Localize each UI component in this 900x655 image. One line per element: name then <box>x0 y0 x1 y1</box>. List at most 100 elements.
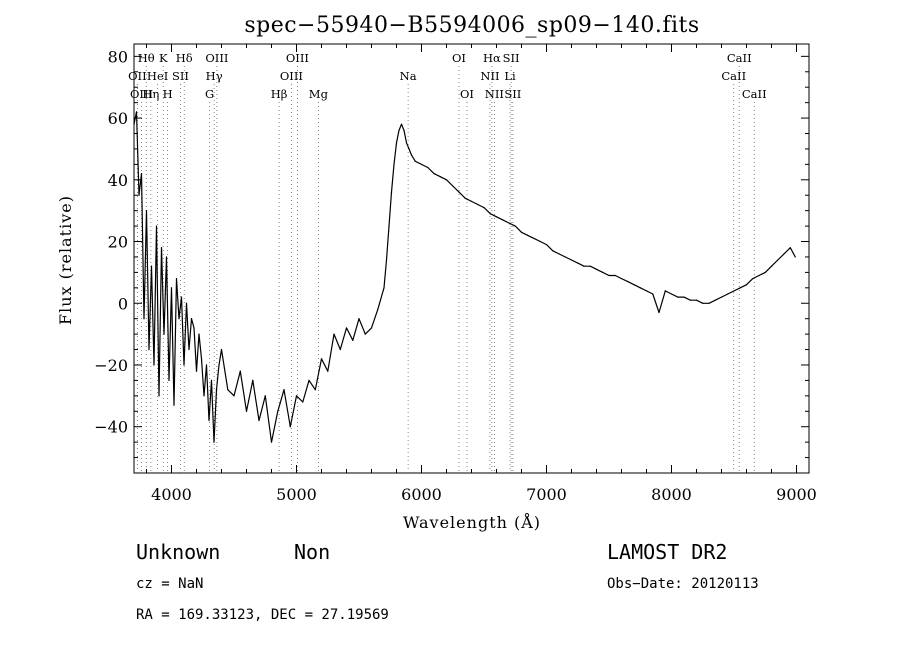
spectrum-point <box>195 370 198 372</box>
spectrum-point <box>239 370 241 372</box>
spectrum-point <box>483 206 485 209</box>
line-label-nii: NII <box>485 87 504 101</box>
spectrum-point <box>155 225 158 227</box>
line-label-oii: OII <box>128 69 147 83</box>
ra-dec: RA = 169.33123, DEC = 27.19569 <box>136 607 389 623</box>
spectrum-point <box>150 265 153 267</box>
line-label-nii: NII <box>480 69 499 83</box>
line-label-mg: Mg <box>309 87 329 101</box>
spectrum-point <box>327 370 329 372</box>
spectrum-point <box>552 250 554 252</box>
spectrum-point <box>620 277 623 280</box>
spectrum-point <box>270 441 273 443</box>
x-tick-label: 7000 <box>526 485 567 504</box>
spectrum-point <box>393 163 395 165</box>
spectrum-point <box>714 299 716 301</box>
spectrum-point <box>683 296 685 298</box>
spectrum-line <box>133 111 796 443</box>
chart-title: spec−55940−B5594006_sp09−140.fits <box>244 13 699 38</box>
spectrum-point <box>385 259 388 261</box>
spectrum-point <box>213 441 215 443</box>
spectrum-point <box>133 123 135 125</box>
spectrum-point <box>752 277 754 280</box>
spectrum-point <box>295 395 298 397</box>
line-label-h: H <box>163 87 173 101</box>
spectrum-point <box>308 379 310 382</box>
spectrum-point <box>377 308 379 311</box>
spectrum-point <box>383 287 385 289</box>
line-label-hβ: Hβ <box>271 87 288 101</box>
spectrum-point <box>702 302 704 304</box>
line-label-sii: SII <box>504 87 521 101</box>
spectrum-point <box>614 274 616 277</box>
spectrum-point <box>145 210 148 212</box>
line-label-caii: CaII <box>742 87 767 101</box>
spectrum-point <box>545 244 548 246</box>
spectrum-point <box>289 426 291 428</box>
spectrum-point <box>664 290 666 292</box>
spectrum-point <box>527 234 529 236</box>
spectrum-point <box>464 197 466 199</box>
spectrum-point <box>458 191 460 193</box>
spectrum-point <box>405 142 408 144</box>
line-label-caii: CaII <box>721 69 746 83</box>
spectrum-point <box>198 333 200 335</box>
spectrum-point <box>789 247 791 249</box>
spectrum-point <box>395 142 398 144</box>
line-label-hei: HeI <box>147 69 168 83</box>
spectrum-point <box>215 389 218 391</box>
y-tick-label: 40 <box>108 171 128 190</box>
spectrum-point <box>777 259 779 261</box>
spectrum-point <box>208 419 210 422</box>
spectrum-point <box>258 419 260 422</box>
spectrum-point <box>589 265 591 267</box>
spectrum-point <box>210 379 213 382</box>
spectrum-point <box>358 318 360 320</box>
spectrum-point <box>190 318 193 320</box>
line-label-sii: SII <box>172 69 189 83</box>
y-tick-label: 60 <box>108 109 128 128</box>
spectrum-point <box>185 302 188 304</box>
spectrum-point <box>163 333 165 335</box>
spectrum-point <box>794 256 796 258</box>
spectrum-point <box>564 256 566 258</box>
spectrum-point <box>400 123 403 125</box>
spectrum-point <box>645 290 648 292</box>
spectrum-point <box>770 265 773 267</box>
spectrum-point <box>203 395 205 397</box>
line-label-oi: OI <box>452 51 466 65</box>
spectrum-point <box>370 327 373 329</box>
spectrum-point <box>489 213 491 215</box>
spectrum-point <box>364 333 366 335</box>
spectrum-point <box>677 296 679 298</box>
spectrum-point <box>264 395 266 397</box>
spectrum-point <box>477 203 479 206</box>
line-label-g: G <box>205 87 214 101</box>
spectrum-point <box>408 148 410 150</box>
spectrum-point <box>135 111 138 113</box>
spectrum-point <box>608 274 610 277</box>
line-label-hα: Hα <box>483 51 501 65</box>
spectrum-point <box>433 173 435 175</box>
spectrum-point <box>508 222 510 224</box>
spectrum-point <box>514 225 516 227</box>
spectrum-point <box>148 348 150 351</box>
spectrum-point <box>439 176 441 178</box>
spectrum-point <box>689 299 691 301</box>
spectrum-point <box>577 262 579 264</box>
spectrum-point <box>445 179 448 181</box>
y-axis-label: Flux (relative) <box>56 195 75 325</box>
spectrum-point <box>320 358 323 360</box>
spectrum-point <box>205 364 208 366</box>
y-tick-label: −20 <box>94 356 128 375</box>
line-label-hγ: Hγ <box>206 69 223 83</box>
spectrum-point <box>452 185 454 187</box>
spectrum-point <box>140 173 143 175</box>
spectrum-point <box>495 216 498 218</box>
x-tick-label: 4000 <box>151 485 192 504</box>
spectrum-point <box>595 268 598 270</box>
spectrum-point <box>227 389 229 391</box>
spectrum-point <box>352 339 354 341</box>
line-label-oiii: OIII <box>205 51 228 65</box>
